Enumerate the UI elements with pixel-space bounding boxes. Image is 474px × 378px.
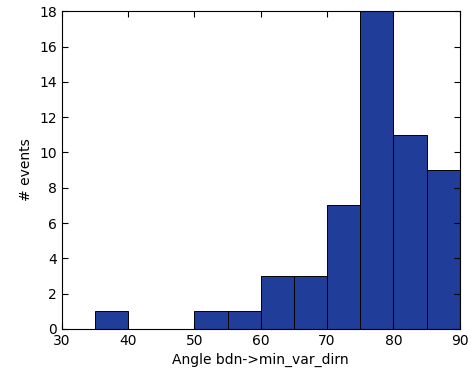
Bar xyxy=(228,311,261,329)
Bar xyxy=(294,276,327,329)
X-axis label: Angle bdn->min_var_dirn: Angle bdn->min_var_dirn xyxy=(173,353,349,367)
Bar xyxy=(194,311,228,329)
Bar xyxy=(95,311,128,329)
Bar xyxy=(327,205,360,329)
Y-axis label: # events: # events xyxy=(19,139,34,201)
Bar xyxy=(261,276,294,329)
Bar xyxy=(393,135,427,329)
Bar xyxy=(360,11,393,329)
Bar xyxy=(427,170,460,329)
